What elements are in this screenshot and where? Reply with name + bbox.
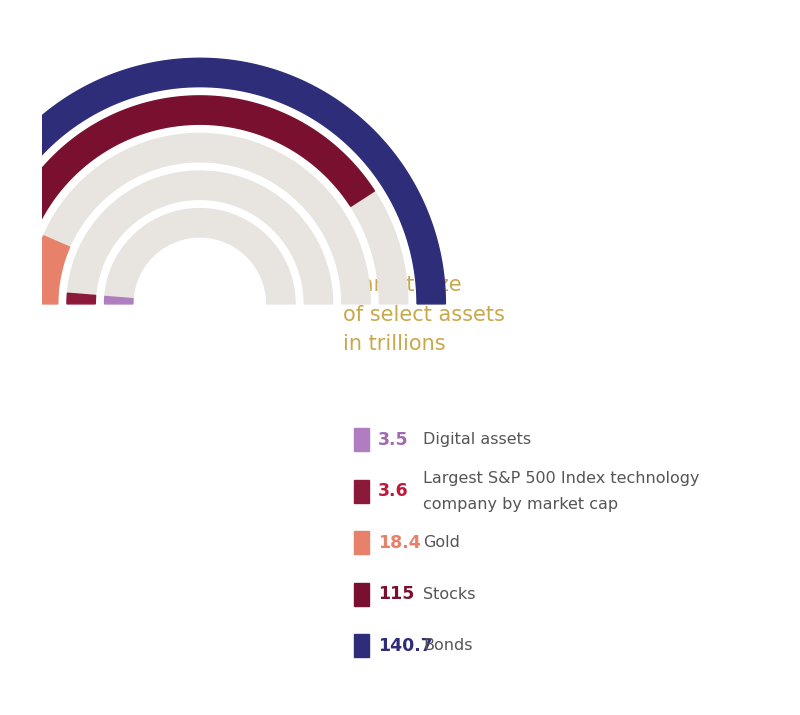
Polygon shape (67, 293, 96, 304)
Polygon shape (67, 171, 333, 304)
Text: 3.6: 3.6 (378, 482, 409, 500)
Text: 115: 115 (378, 585, 414, 603)
Bar (354, 428, 370, 451)
Text: Gold: Gold (423, 536, 460, 550)
Text: Market size
of select assets
in trillions: Market size of select assets in trillion… (343, 275, 505, 354)
Polygon shape (0, 59, 446, 304)
Polygon shape (30, 236, 70, 304)
Polygon shape (30, 134, 370, 304)
Polygon shape (0, 59, 446, 304)
Polygon shape (0, 96, 374, 304)
Polygon shape (0, 96, 408, 304)
Text: Largest S&P 500 Index technology: Largest S&P 500 Index technology (423, 471, 699, 485)
Text: company by market cap: company by market cap (423, 497, 618, 511)
Text: Stocks: Stocks (423, 587, 475, 601)
Polygon shape (105, 209, 295, 304)
Text: 18.4: 18.4 (378, 533, 421, 552)
Text: 3.5: 3.5 (378, 430, 409, 449)
Text: Digital assets: Digital assets (423, 433, 531, 447)
Bar (354, 583, 370, 606)
Text: Bonds: Bonds (423, 638, 472, 653)
Bar (354, 634, 370, 657)
Bar (354, 480, 370, 503)
Polygon shape (105, 297, 133, 304)
Bar (354, 531, 370, 554)
Text: 140.7: 140.7 (378, 636, 433, 655)
